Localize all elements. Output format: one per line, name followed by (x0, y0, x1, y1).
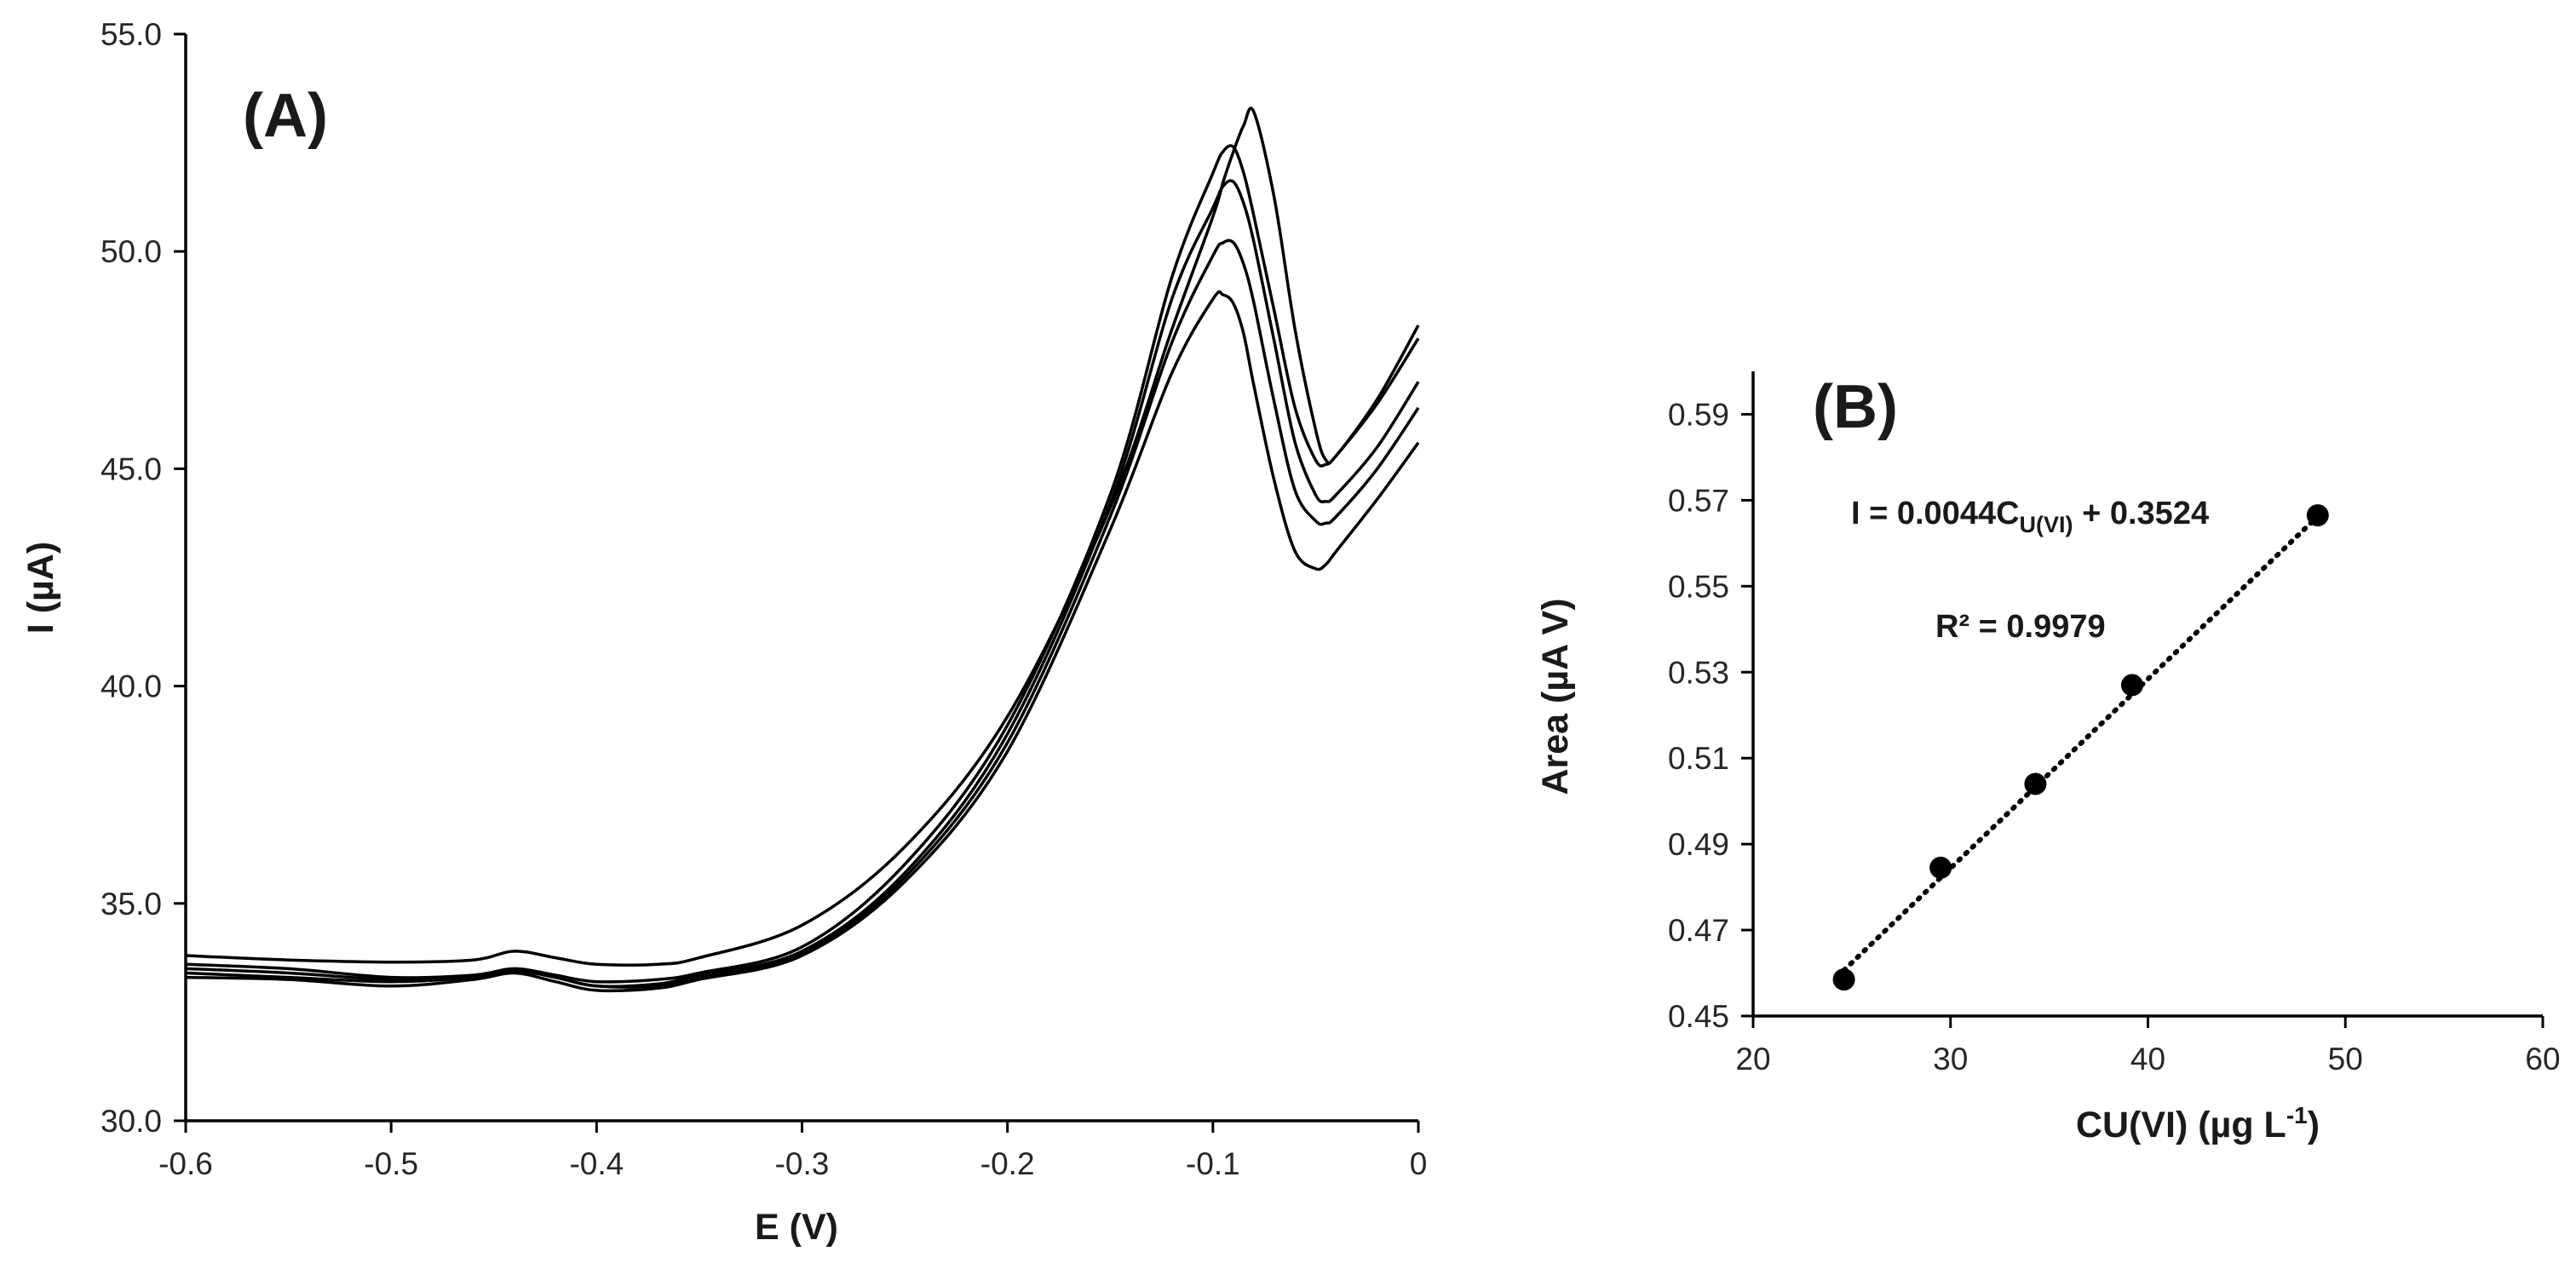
panel-b-r-squared: R² = 0.9979 (1935, 609, 2106, 645)
panel-b-x-axis-title: CU(VI) (µg L-1) (2076, 1102, 2320, 1145)
panel-a-y-tick-label: 40.0 (101, 669, 162, 704)
panel-b-x-tick-label: 60 (2525, 1042, 2560, 1076)
panel-b-y-tick-label: 0.55 (1668, 569, 1729, 604)
panel-b-data-point (2306, 504, 2329, 527)
panel-a-x-tick-labels: -0.6 -0.5 -0.4 -0.3 -0.2 -0.1 0 (158, 1146, 1427, 1181)
panel-b-data-point (2120, 674, 2143, 697)
panel-a-y-tick-label: 55.0 (101, 17, 162, 52)
panel-b-y-tick-label: 0.57 (1668, 483, 1729, 518)
panel-b-data-point (2024, 772, 2047, 795)
panel-b-y-tick-label: 0.51 (1668, 741, 1729, 776)
panel-a-y-axis-title: I (µA) (20, 542, 61, 634)
panel-a-x-tick-label: -0.1 (1186, 1146, 1240, 1181)
panel-b-y-tick-label: 0.59 (1668, 397, 1729, 432)
panel-b-x-axis-title-main: CU(VI) (µg L (2076, 1105, 2286, 1145)
panel-a-x-tick-label: -0.5 (364, 1146, 418, 1181)
panel-b-y-tick-label: 0.53 (1668, 655, 1729, 690)
panel-b-points (1832, 504, 2329, 991)
panel-b-x-tick-label: 40 (2130, 1042, 2165, 1076)
panel-a-label: (A) (243, 82, 328, 150)
panel-a-y-tick-labels: 30.0 35.0 40.0 45.0 50.0 55.0 (101, 17, 162, 1139)
panel-b-equation-subscript: U(VI) (2020, 512, 2073, 537)
panel-b-label: (B) (1813, 373, 1898, 441)
panel-a-series-4 (185, 238, 1420, 989)
panel-b-data-point (1929, 856, 1952, 879)
panel-a-series-5 (185, 290, 1420, 993)
panel-b-x-tick-label: 50 (2328, 1042, 2363, 1076)
panel-b-equation: I = 0.0044CU(VI) + 0.3524 (1851, 496, 2209, 537)
panel-a: -0.6 -0.5 -0.4 -0.3 -0.2 -0.1 0 30.0 35.0 40.0 45… (20, 17, 1427, 1248)
panel-b-equation-prefix: I = 0.0044C (1851, 496, 2020, 531)
panel-b-x-axis-title-sup: -1 (2286, 1102, 2308, 1128)
panel-b-y-tick-label: 0.49 (1668, 827, 1729, 862)
panel-a-series-1 (185, 106, 1420, 967)
panel-b-x-tick-label: 20 (1735, 1042, 1770, 1076)
panel-b-trendline (1841, 514, 2320, 973)
panel-a-x-axis-title: E (V) (755, 1207, 838, 1248)
panel-a-y-tick-label: 35.0 (101, 887, 162, 921)
panel-b-y-tick-label: 0.45 (1668, 999, 1729, 1034)
panel-b-equation-suffix: + 0.3524 (2073, 496, 2210, 531)
panel-b-x-axis-title-end: ) (2308, 1105, 2320, 1145)
panel-b-x-tick-labels: 20 30 40 50 60 (1735, 1042, 2560, 1076)
panel-a-x-tick-label: 0 (1410, 1146, 1428, 1181)
panel-a-x-tick-label: -0.4 (569, 1146, 624, 1181)
panel-a-y-tick-label: 50.0 (101, 234, 162, 269)
panel-b-y-axis-title: Area (µA V) (1535, 598, 1576, 795)
panel-b-ticks (1741, 412, 2544, 1028)
panel-a-curves (185, 106, 1420, 993)
panel-a-y-tick-label: 30.0 (101, 1104, 162, 1139)
panel-b-x-tick-label: 30 (1933, 1042, 1968, 1076)
panel-b: 20 30 40 50 60 0.450.470.490.510.530.550.570… (1535, 371, 2561, 1145)
panel-a-y-tick-label: 45.0 (101, 451, 162, 486)
panel-a-series-2 (185, 144, 1420, 984)
panel-b-data-point (1832, 968, 1855, 991)
panel-a-x-tick-label: -0.2 (980, 1146, 1035, 1181)
panel-a-x-tick-label: -0.6 (158, 1146, 213, 1181)
panel-b-y-tick-labels: 0.45 0.47 0.49 0.51 0.53 0.55 0.57 0.59 (1668, 397, 1729, 1034)
panel-a-x-tick-label: -0.3 (775, 1146, 830, 1181)
panel-a-ticks (174, 32, 1420, 1133)
panel-b-y-tick-label: 0.47 (1668, 913, 1729, 948)
